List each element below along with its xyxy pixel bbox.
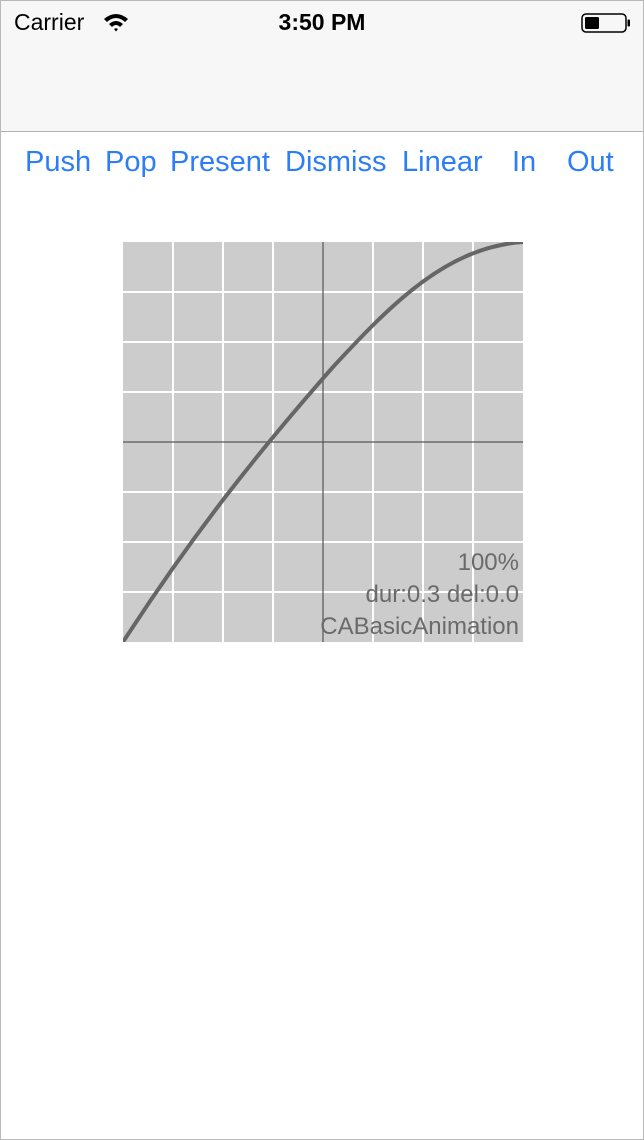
dismiss-button[interactable]: Dismiss [285, 146, 387, 178]
timing-curve [123, 242, 523, 642]
carrier-label: Carrier [14, 9, 85, 35]
battery-icon [581, 13, 631, 33]
pop-button[interactable]: Pop [105, 146, 157, 178]
present-button[interactable]: Present [170, 146, 270, 178]
animation-class-label: CABasicAnimation [320, 613, 519, 640]
push-button[interactable]: Push [25, 146, 92, 178]
ease-in-button[interactable]: In [512, 146, 537, 178]
linear-button[interactable]: Linear [402, 146, 483, 178]
ease-out-button[interactable]: Out [567, 146, 614, 178]
navigation-bar: Carrier 3:50 PM [1, 1, 643, 132]
toolbar: Push Pop Present Dismiss Linear In Out [1, 141, 643, 185]
plot-axes [123, 242, 523, 642]
timing-info-label: dur:0.3 del:0.0 [365, 581, 519, 608]
wifi-icon [103, 12, 129, 32]
status-time: 3:50 PM [278, 9, 366, 35]
status-bar: Carrier 3:50 PM [1, 1, 643, 43]
timing-curve-plot: 100% dur:0.3 del:0.0 CABasicAnimation [123, 242, 523, 642]
progress-percent-label: 100% [457, 549, 519, 576]
timing-curve-svg [123, 242, 523, 642]
